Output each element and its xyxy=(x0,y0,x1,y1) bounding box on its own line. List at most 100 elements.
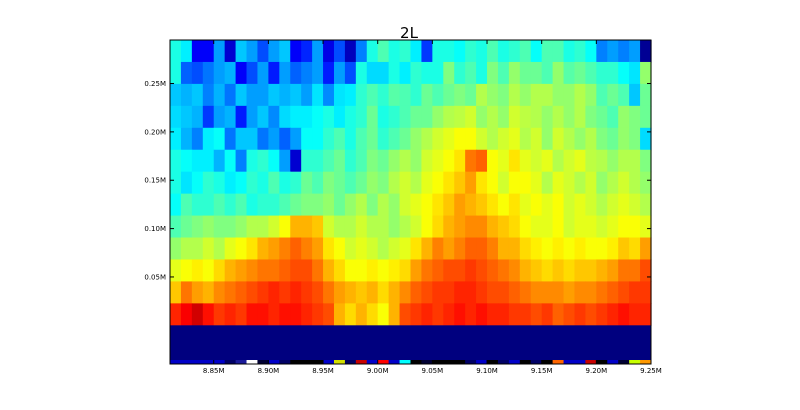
heatmap-cell xyxy=(497,171,510,195)
heatmap-cell xyxy=(596,237,608,261)
heatmap-cell xyxy=(421,83,433,107)
heatmap-cell xyxy=(519,127,532,151)
heatmap-cell xyxy=(399,40,412,63)
heatmap-cell xyxy=(355,149,368,173)
heatmap-cell xyxy=(421,149,433,173)
heatmap-cell xyxy=(213,171,226,195)
heatmap-cell xyxy=(333,303,346,326)
heatmap-cell xyxy=(290,127,302,151)
heatmap-cell xyxy=(191,281,204,304)
heatmap-cell xyxy=(607,40,619,63)
heatmap-cell xyxy=(399,303,412,326)
heatmap-cell xyxy=(541,40,554,63)
heatmap-cell xyxy=(563,171,576,195)
heatmap-cell xyxy=(268,193,280,217)
heatmap-cell xyxy=(213,281,226,304)
heatmap-cell xyxy=(574,61,587,85)
strip-segment xyxy=(421,360,433,364)
heatmap-cell xyxy=(629,193,641,217)
heatmap-cell xyxy=(497,259,510,283)
heatmap-cell xyxy=(279,237,291,261)
heatmap-cell xyxy=(399,259,412,283)
heatmap-cell xyxy=(508,105,521,129)
heatmap-cell xyxy=(355,105,368,129)
heatmap-cell xyxy=(618,83,630,107)
heatmap-cell xyxy=(268,171,280,195)
heatmap-cell xyxy=(191,237,204,261)
heatmap-cell xyxy=(202,40,215,63)
heatmap-cell xyxy=(301,83,313,107)
strip-segment xyxy=(465,360,477,364)
heatmap-cell xyxy=(476,149,488,173)
heatmap-cell xyxy=(388,105,401,129)
x-tick-label: 8.85M xyxy=(203,367,225,375)
heatmap-cell xyxy=(454,193,466,217)
heatmap-cell xyxy=(377,40,390,63)
heatmap-cell xyxy=(279,281,291,304)
heatmap-cell xyxy=(519,149,532,173)
heatmap-cell xyxy=(180,105,193,129)
heatmap-cell xyxy=(487,40,499,63)
heatmap-cell xyxy=(246,149,259,173)
heatmap-cell xyxy=(519,193,532,217)
heatmap-cell xyxy=(574,237,587,261)
heatmap-cell xyxy=(202,105,215,129)
heatmap-cell xyxy=(454,237,466,261)
heatmap-cell xyxy=(629,237,641,261)
heatmap-cell xyxy=(432,61,444,85)
chart-title: 2L xyxy=(400,24,419,42)
heatmap-cell xyxy=(180,193,193,217)
heatmap-cell xyxy=(213,40,226,63)
bottom-color-strip xyxy=(170,360,652,364)
heatmap-cell xyxy=(180,127,193,151)
heatmap-cell xyxy=(279,83,291,107)
heatmap-cell xyxy=(312,303,324,326)
heatmap-cell xyxy=(290,259,302,283)
heatmap-cell xyxy=(235,105,248,129)
y-tick-label: 0.25M xyxy=(144,80,166,88)
heatmap-cell xyxy=(279,61,291,85)
heatmap-cell xyxy=(180,149,193,173)
heatmap-cell xyxy=(487,259,499,283)
heatmap-cell xyxy=(268,61,280,85)
heatmap-cell xyxy=(191,83,204,107)
heatmap-cell xyxy=(607,105,619,129)
heatmap-cell xyxy=(355,83,368,107)
strip-segment xyxy=(377,360,390,364)
heatmap-cell xyxy=(170,259,182,283)
heatmap-cell xyxy=(607,281,619,304)
heatmap-cell xyxy=(454,40,466,63)
heatmap-cell xyxy=(268,40,280,63)
heatmap-cell xyxy=(443,215,455,239)
heatmap-cell xyxy=(301,149,313,173)
heatmap-cell xyxy=(224,61,237,85)
heatmap-cell xyxy=(388,127,401,151)
heatmap-cell xyxy=(268,303,280,326)
heatmap-cell xyxy=(388,193,401,217)
heatmap-cell xyxy=(235,61,248,85)
heatmap-cell xyxy=(333,149,346,173)
heatmap-cell xyxy=(224,40,237,63)
heatmap-cell xyxy=(170,105,182,129)
heatmap-cell xyxy=(552,303,565,326)
heatmap-cell xyxy=(366,193,379,217)
heatmap-cell xyxy=(333,127,346,151)
heatmap-cell xyxy=(312,193,324,217)
heatmap-cell xyxy=(399,171,412,195)
heatmap-cell xyxy=(213,303,226,326)
heatmap-cell xyxy=(355,303,368,326)
heatmap-cell xyxy=(410,259,423,283)
heatmap-cell xyxy=(246,303,259,326)
heatmap-cell xyxy=(290,171,302,195)
heatmap-cell xyxy=(552,215,565,239)
strip-segment xyxy=(443,360,455,364)
heatmap-cell xyxy=(257,127,269,151)
heatmap-cell xyxy=(585,281,597,304)
heatmap-cell xyxy=(180,259,193,283)
heatmap-cell xyxy=(224,105,237,129)
heatmap-cell xyxy=(388,40,401,63)
heatmap-cell xyxy=(618,237,630,261)
x-tick-label: 9.20M xyxy=(586,367,608,375)
heatmap-cell xyxy=(618,105,630,129)
heatmap-cell xyxy=(530,215,543,239)
